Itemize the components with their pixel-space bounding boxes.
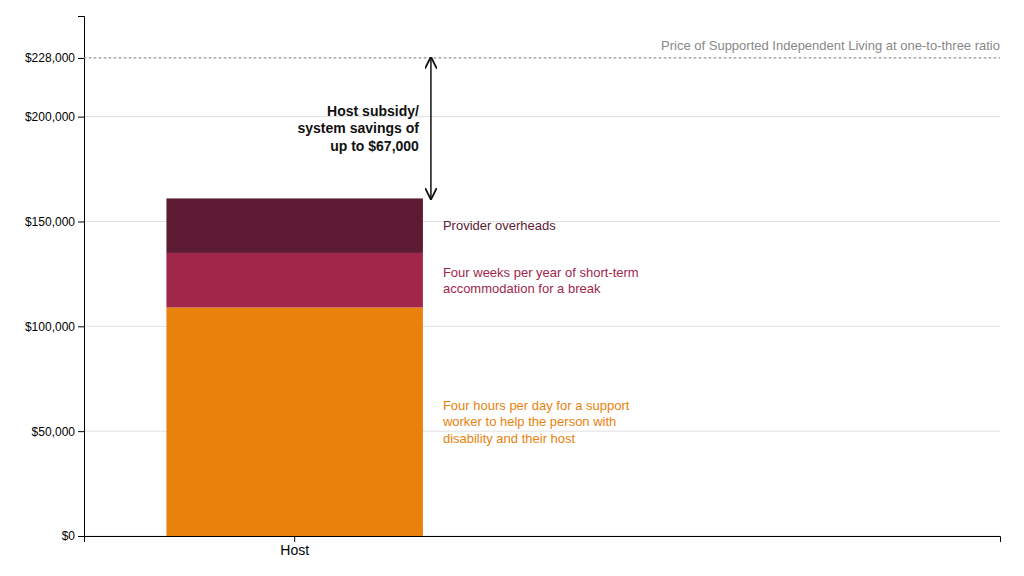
y-tick-label: $0 (62, 529, 76, 543)
x-axis-line (85, 537, 1001, 543)
y-tick-mark (78, 221, 84, 222)
text-line: disability and their host (443, 431, 576, 446)
plot: $0 $50,000 $100,000 $150,000 $200,000 $228,00… (25, 17, 1001, 558)
text-line: system savings of (298, 120, 420, 136)
y-tick-mark (78, 117, 84, 118)
y-tick-label: $200,000 (25, 110, 75, 124)
segment-label: Provider overheads (443, 218, 556, 233)
text-line: Four hours per day for a support (443, 398, 630, 413)
y-tick-label: $100,000 (25, 320, 75, 334)
series-1 (166, 253, 422, 308)
text-line: accommodation for a break (443, 281, 601, 296)
series-2 (166, 198, 422, 253)
text-line: Four weeks per year of short-term (443, 265, 639, 280)
text-line: up to $67,000 (330, 138, 419, 154)
marks (84, 58, 1000, 536)
y-tick: $100,000 (25, 320, 84, 334)
gap-annotation: Host subsidy/system savings of up to $67,… (298, 103, 420, 154)
y-tick-label: $50,000 (32, 425, 76, 439)
gap-arrow (430, 58, 432, 198)
x-tick: Host (280, 536, 309, 558)
y-tick-label: $150,000 (25, 215, 75, 229)
y-axis: $0 $50,000 $100,000 $150,000 $200,000 $228,00… (25, 17, 85, 544)
y-tick-mark (78, 536, 84, 537)
reference-line (84, 57, 1000, 58)
y-tick: $228,000 (25, 51, 84, 65)
series-0 (166, 307, 422, 536)
text-line: Host subsidy/ (327, 103, 419, 119)
chart-svg: $0 $50,000 $100,000 $150,000 $200,000 $228,00… (0, 0, 1024, 576)
y-tick-mark (78, 431, 84, 432)
text-line: Provider overheads (443, 218, 556, 233)
x-tick-label: Host (280, 542, 309, 558)
grid-line (84, 116, 1000, 117)
y-tick-mark (78, 58, 84, 59)
y-tick: $150,000 (25, 215, 84, 229)
bar-segment (166, 253, 422, 308)
y-tick: $50,000 (32, 425, 84, 439)
grid (84, 58, 1000, 536)
bar-segment (166, 198, 422, 253)
y-tick-mark (78, 326, 84, 327)
x-axis: Host (85, 536, 1001, 558)
bar-segment (166, 307, 422, 536)
y-axis-line (78, 17, 85, 537)
chart-title: Price of Supported Independent Living at… (661, 38, 1000, 53)
text-line: worker to help the person with (442, 414, 616, 429)
grid-line (84, 57, 1000, 58)
segment-label: Four weeks per year of short-termaccommo… (443, 265, 639, 296)
y-tick-label: $228,000 (25, 51, 75, 65)
y-tick: $0 (62, 529, 84, 543)
segment-label: Four hours per day for a supportworker t… (442, 398, 630, 446)
y-tick: $200,000 (25, 110, 84, 124)
texts: Four hours per day for a supportworker t… (298, 38, 1000, 446)
